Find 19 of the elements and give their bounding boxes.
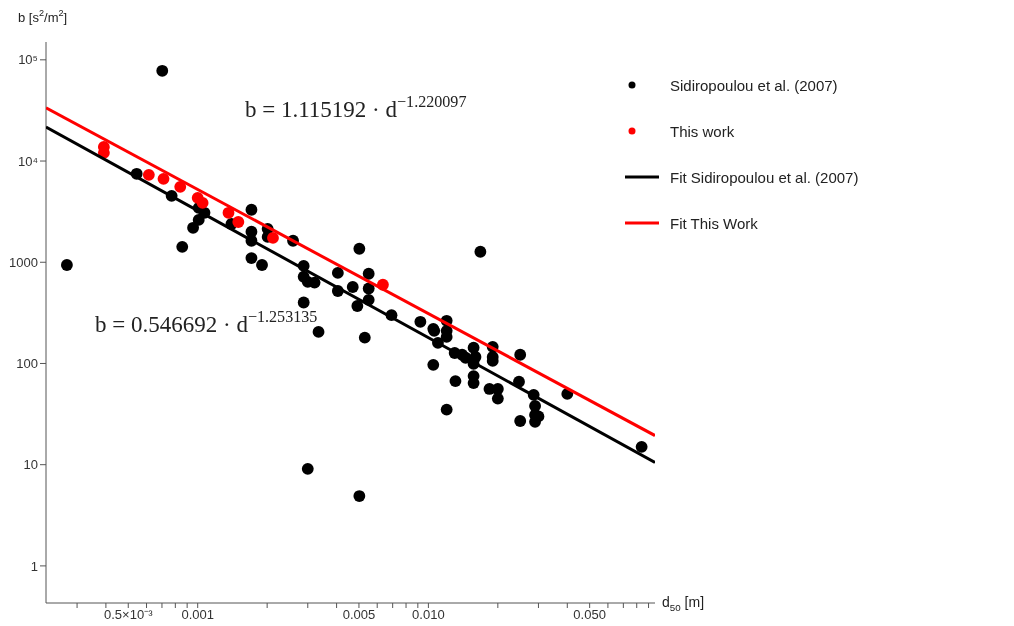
legend-label: Fit This Work (669, 213, 759, 234)
y-tick-label: 10⁴ (17, 153, 38, 169)
x-tick-label: 0.001 (181, 607, 214, 623)
annotation: b = 1.115192 · d$^{−1.220097}$ (245, 92, 467, 122)
y-tick-label: 1000 (9, 254, 38, 270)
x-tick-label: 0.010 (412, 607, 445, 623)
x-tick-label: 0.5×10⁻³ (104, 607, 154, 623)
legend-label: Fit Sidiropoulou et al. (2007) (669, 167, 860, 188)
y-tick-label: 100 (16, 356, 38, 372)
y-tick-label: 1 (30, 558, 38, 574)
legend-label: Sidiropoulou et al. (2007) (669, 75, 839, 96)
x-tick-label: 0.005 (342, 607, 376, 623)
y-tick-label: 10 (23, 457, 38, 473)
legend-label: This work (669, 121, 736, 142)
y-axis-title: b [s$^{2}$/m$^{2}$] (18, 8, 68, 25)
x-axis-title: d$_{50}$ [m] (662, 594, 705, 614)
x-tick-label: 0.050 (573, 607, 606, 623)
annotation: b = 0.546692 · d$^{−1.253135}$ (95, 307, 318, 337)
y-tick-label: 10⁵ (18, 52, 38, 68)
